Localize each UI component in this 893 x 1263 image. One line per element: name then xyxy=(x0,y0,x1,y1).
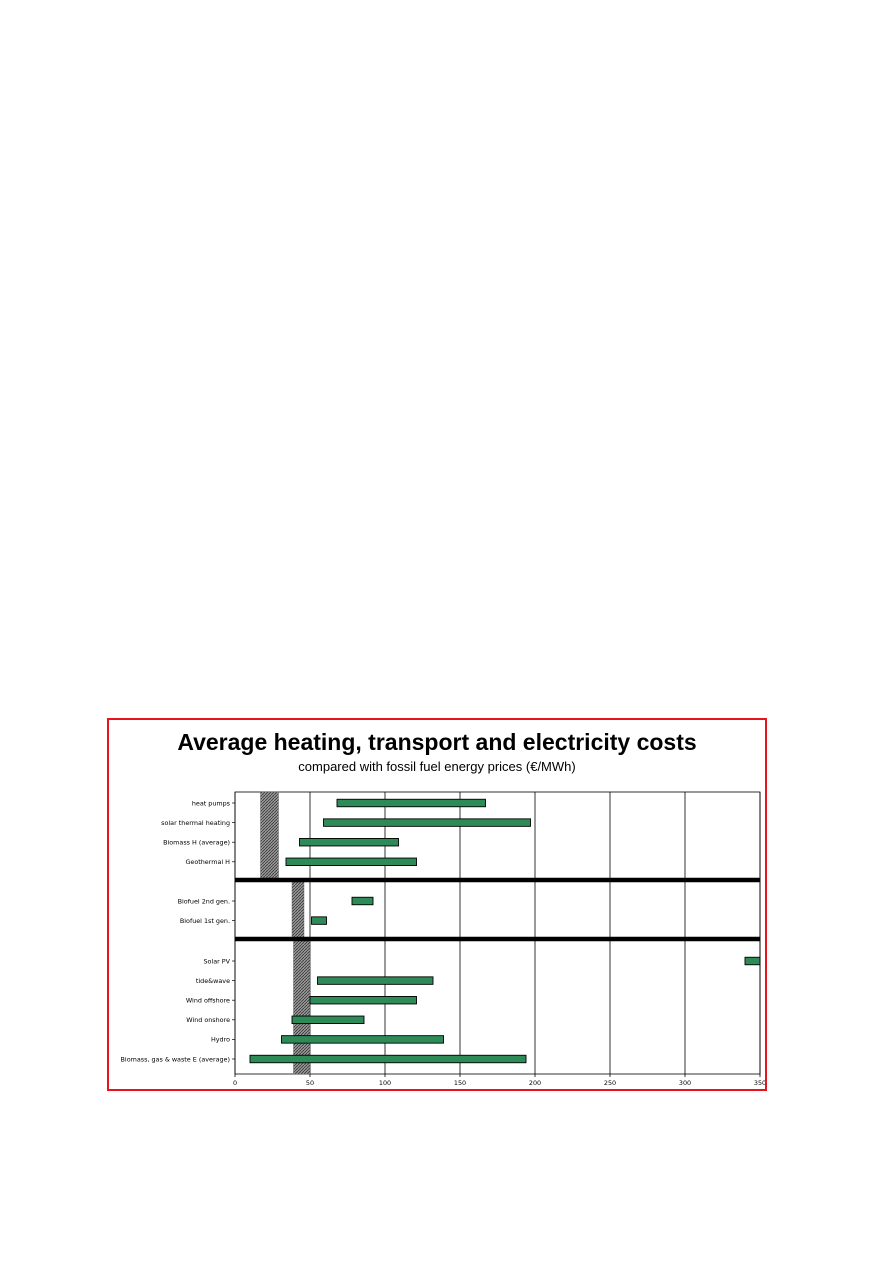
category-label: Hydro xyxy=(211,1036,230,1044)
cost-range-bar xyxy=(285,857,417,867)
cost-range-bar xyxy=(744,956,761,966)
chart-title: Average heating, transport and electrici… xyxy=(177,729,697,755)
cost-range-bar xyxy=(249,1054,527,1064)
category-label: Biofuel 1st gen. xyxy=(180,917,230,925)
category-label: solar thermal heating xyxy=(161,819,230,827)
x-tick-label: 100 xyxy=(379,1079,391,1087)
x-tick-label: 50 xyxy=(306,1079,314,1087)
category-label: Geothermal H xyxy=(185,858,230,866)
cost-range-bar xyxy=(323,818,531,827)
grid-layer xyxy=(234,791,761,1075)
cost-range-bar xyxy=(336,798,486,808)
fossil-price-band xyxy=(260,791,279,881)
cost-range-bar xyxy=(317,976,434,985)
category-label: Wind onshore xyxy=(186,1016,230,1024)
labels-layer: heat pumps solar thermal heating Biomass H… xyxy=(121,799,235,1063)
x-tick-label: 0 xyxy=(233,1079,237,1087)
x-tick-label: 150 xyxy=(454,1079,466,1087)
chart-subtitle: compared with fossil fuel energy prices … xyxy=(298,759,576,774)
category-label: Wind offshore xyxy=(186,997,230,1005)
cost-range-bar xyxy=(311,916,327,925)
x-tick-label: 350 xyxy=(754,1079,765,1087)
x-tick-label: 300 xyxy=(679,1079,691,1087)
separator-layer xyxy=(235,877,760,942)
cost-range-bar xyxy=(351,896,374,906)
fossil-band-layer xyxy=(260,791,311,1075)
fossil-price-band xyxy=(293,940,311,1075)
chart-plot: heat pumps solar thermal heating Biomass H… xyxy=(121,791,765,1087)
x-tick-label: 250 xyxy=(604,1079,616,1087)
category-label: heat pumps xyxy=(192,799,231,807)
cost-range-bar xyxy=(309,996,417,1005)
fossil-price-band xyxy=(291,881,305,940)
chart-frame: Average heating, transport and electrici… xyxy=(107,718,767,1091)
category-label: Biofuel 2nd gen. xyxy=(178,897,230,905)
category-label: Solar PV xyxy=(203,957,230,965)
cost-range-bar xyxy=(281,1035,444,1044)
x-axis: 0 50 100 150 200 250 300 350 xyxy=(233,1074,765,1087)
plot-border xyxy=(234,791,761,1075)
category-label: Biomass, gas & waste E (average) xyxy=(121,1055,230,1063)
bars-layer xyxy=(249,798,761,1064)
category-label: Biomass H (average) xyxy=(163,839,230,847)
category-label: tide&wave xyxy=(196,977,230,985)
cost-range-bar xyxy=(291,1015,365,1024)
cost-range-bar xyxy=(299,837,399,847)
x-tick-label: 200 xyxy=(529,1079,541,1087)
